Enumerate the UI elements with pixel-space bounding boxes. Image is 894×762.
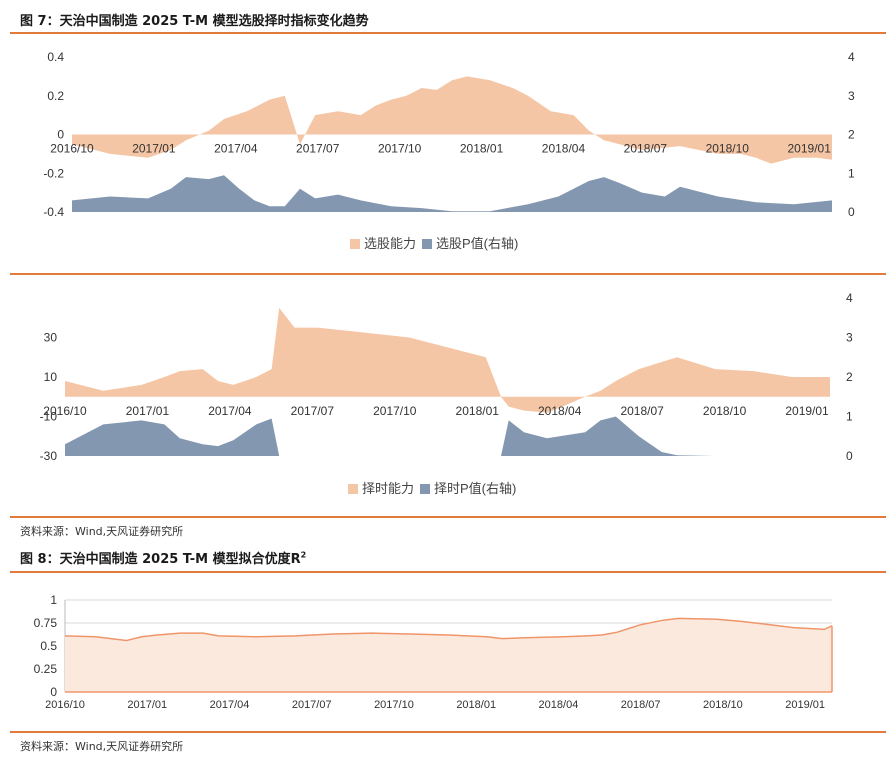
x-tick-label: 2017/01 — [126, 404, 170, 418]
figure8-bottom-rule — [10, 731, 886, 733]
y-tick-label: 0.25 — [34, 662, 58, 676]
legend-label: 择时能力 — [362, 481, 414, 496]
x-tick-label: 2016/10 — [50, 142, 94, 156]
figure7-bottom-rule — [10, 516, 886, 518]
series-pvalue-area — [72, 175, 832, 212]
y-left-tick-label: 30 — [44, 331, 58, 345]
r2-line — [64, 617, 833, 642]
x-tick-label: 2017/10 — [373, 404, 417, 418]
series-skill-area — [65, 307, 830, 413]
x-tick-label: 2017/07 — [296, 142, 340, 156]
x-tick-label: 2017/01 — [127, 699, 167, 711]
x-tick-label: 2016/10 — [45, 699, 85, 711]
y-left-tick-label: -0.4 — [43, 205, 64, 219]
figure8-title-rule — [10, 571, 886, 573]
x-tick-label: 2018/01 — [456, 699, 496, 711]
y-left-tick-label: -10 — [40, 410, 58, 424]
x-tick-label: 2018/10 — [706, 142, 750, 156]
y-right-tick-label: 4 — [846, 291, 853, 305]
x-tick-label: 2017/10 — [378, 142, 422, 156]
x-tick-label: 2017/01 — [132, 142, 176, 156]
y-left-tick-label: 0 — [57, 128, 64, 142]
y-right-tick-label: 1 — [846, 410, 853, 424]
figure8-source: 资料来源：Wind,天风证券研究所 — [20, 740, 184, 753]
x-tick-label: 2019/01 — [785, 699, 825, 711]
x-tick-label: 2018/04 — [539, 699, 579, 711]
figure7-title: 图 7：天治中国制造 2025 T-M 模型选股择时指标变化趋势 — [20, 14, 369, 29]
legend-swatch — [348, 484, 358, 494]
figure8-title-superscript: 2 — [300, 550, 307, 560]
y-right-tick-label: 3 — [848, 89, 855, 103]
y-left-tick-label: 0.2 — [47, 89, 64, 103]
x-tick-label: 2019/01 — [788, 142, 832, 156]
legend-label: 择时P值(右轴) — [434, 481, 516, 496]
legend-label: 选股能力 — [364, 236, 416, 251]
y-left-tick-label: 0.4 — [47, 50, 64, 64]
y-tick-label: 0.5 — [40, 639, 57, 653]
x-tick-label: 2017/07 — [291, 404, 335, 418]
y-tick-label: 1 — [50, 593, 57, 607]
chart-divider — [10, 273, 886, 275]
y-right-tick-label: 4 — [848, 50, 855, 64]
x-tick-label: 2017/04 — [210, 699, 250, 711]
x-tick-label: 2017/07 — [292, 699, 332, 711]
x-tick-label: 2018/04 — [542, 142, 586, 156]
y-right-tick-label: 2 — [848, 128, 855, 142]
y-right-tick-label: 0 — [848, 205, 855, 219]
figure7-source: 资料来源：Wind,天风证券研究所 — [20, 525, 184, 538]
y-tick-label: 0 — [50, 685, 57, 699]
legend-swatch — [420, 484, 430, 494]
series-pvalue-area — [65, 416, 830, 456]
x-tick-label: 2018/10 — [703, 404, 747, 418]
x-tick-label: 2019/01 — [785, 404, 829, 418]
figure8-title-text: 图 8：天治中国制造 2025 T-M 模型拟合优度R — [20, 552, 301, 567]
x-tick-label: 2018/07 — [624, 142, 668, 156]
figure8-title: 图 8：天治中国制造 2025 T-M 模型拟合优度R2 — [20, 548, 306, 567]
x-tick-label: 2018/04 — [538, 404, 582, 418]
r2-area — [65, 618, 832, 692]
y-right-tick-label: 3 — [846, 331, 853, 345]
x-tick-label: 2017/04 — [208, 404, 252, 418]
y-right-tick-label: 1 — [848, 166, 855, 180]
legend-swatch — [422, 239, 432, 249]
x-tick-label: 2018/01 — [460, 142, 504, 156]
y-left-tick-label: -30 — [40, 449, 58, 463]
series-skill-area — [72, 76, 832, 164]
y-right-tick-label: 0 — [846, 449, 853, 463]
y-right-tick-label: 2 — [846, 370, 853, 384]
x-tick-label: 2018/07 — [620, 404, 664, 418]
legend-label: 选股P值(右轴) — [436, 236, 518, 251]
x-tick-label: 2016/10 — [43, 404, 87, 418]
x-tick-label: 2018/07 — [621, 699, 661, 711]
x-tick-label: 2017/10 — [374, 699, 414, 711]
y-left-tick-label: 10 — [44, 370, 58, 384]
legend-swatch — [350, 239, 360, 249]
y-left-tick-label: -0.2 — [43, 166, 64, 180]
y-tick-label: 0.75 — [34, 616, 58, 630]
x-tick-label: 2017/04 — [214, 142, 258, 156]
x-tick-label: 2018/10 — [703, 699, 743, 711]
x-tick-label: 2018/01 — [456, 404, 500, 418]
figure7-title-rule — [10, 32, 886, 34]
